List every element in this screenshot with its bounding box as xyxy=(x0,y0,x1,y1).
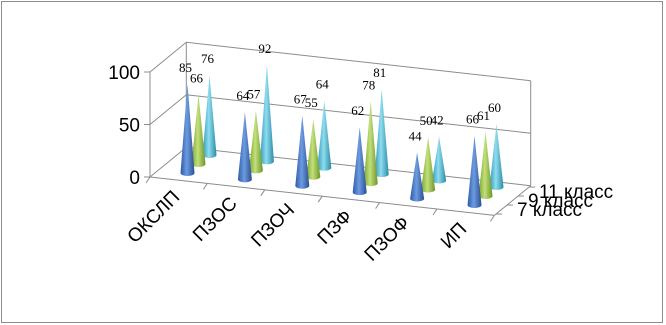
cone-body xyxy=(467,135,482,208)
y-tick-label: 0 xyxy=(129,168,140,189)
cone-body xyxy=(489,124,504,190)
cone-body xyxy=(410,152,425,202)
y-tick-label: 50 xyxy=(119,116,140,137)
cone-marks xyxy=(180,64,504,208)
data-label: 61 xyxy=(477,108,490,123)
category-tick xyxy=(432,208,438,216)
category-tick xyxy=(260,189,266,197)
cone-body xyxy=(421,137,436,193)
cone-body xyxy=(259,64,274,165)
cone-body xyxy=(374,89,389,178)
cone-body xyxy=(295,115,310,189)
cone-9-класс-2 xyxy=(248,110,263,174)
cone-11-класс-3 xyxy=(317,100,332,171)
series-label: 9 класс xyxy=(528,191,593,212)
cone-9-класс-3 xyxy=(306,119,321,180)
cone-11-класс-4 xyxy=(374,89,389,178)
series-label: 11 класс xyxy=(539,182,613,203)
cone-7-класс-2 xyxy=(237,112,252,183)
cone-body xyxy=(478,131,493,199)
data-label: 50 xyxy=(420,113,433,128)
category-label: ПЗОС xyxy=(189,193,242,246)
data-label: 55 xyxy=(305,95,318,110)
data-label: 81 xyxy=(373,65,386,80)
category-tick xyxy=(145,176,151,184)
cone-body xyxy=(306,119,321,180)
series-label: 7 класс xyxy=(517,200,582,221)
data-label: 44 xyxy=(409,128,423,143)
cone-9-класс-5 xyxy=(421,137,436,193)
cone-7-класс-5 xyxy=(410,152,425,202)
cone-11-класс-5 xyxy=(432,136,447,184)
data-label: 60 xyxy=(488,100,501,115)
category-tick xyxy=(375,202,381,209)
cone-7-класс-6 xyxy=(467,135,482,208)
cone-body xyxy=(248,110,263,174)
data-label: 76 xyxy=(201,51,215,66)
cone-body xyxy=(237,112,252,183)
cone-11-класс-1 xyxy=(202,75,217,158)
data-label: 64 xyxy=(316,77,330,92)
data-labels: 76 92 64 81 42 60 66 57 55 78 50 61 85 64 67 62 44 66 xyxy=(179,41,501,144)
cone-9-класс-6 xyxy=(478,131,493,199)
y-axis-ticks: 0 50 100 xyxy=(108,63,150,189)
data-label: 42 xyxy=(431,113,444,128)
cone-7-класс-1 xyxy=(180,83,195,176)
category-tick xyxy=(317,195,323,203)
category-tick xyxy=(489,215,495,222)
cone-7-класс-3 xyxy=(295,115,310,189)
cone-body xyxy=(317,100,332,171)
category-label: ПЗОЧ xyxy=(247,200,299,252)
cone-body xyxy=(191,94,206,167)
data-label: 67 xyxy=(294,91,308,106)
data-label: 64 xyxy=(236,88,250,103)
cone-11-класс-2 xyxy=(259,64,274,165)
category-label: ПЗОФ xyxy=(361,212,414,265)
data-label: 57 xyxy=(247,87,261,102)
data-label: 85 xyxy=(179,60,192,75)
cone-body xyxy=(202,75,217,158)
category-label: ОКСЛП xyxy=(124,187,185,248)
cone-11-класс-6 xyxy=(489,124,504,190)
cone-body xyxy=(352,127,367,196)
y-tick-label: 100 xyxy=(108,63,140,84)
category-label: ПЗФ xyxy=(314,206,357,249)
cone-body xyxy=(180,83,195,176)
cone-body xyxy=(432,136,447,184)
data-label: 62 xyxy=(351,103,364,118)
category-tick xyxy=(202,183,208,190)
category-label: ИП xyxy=(437,219,471,253)
cone-9-класс-4 xyxy=(363,101,378,187)
cone-7-класс-4 xyxy=(352,127,367,196)
data-label: 92 xyxy=(258,41,271,56)
cone-body xyxy=(363,101,378,187)
data-label: 66 xyxy=(466,112,480,127)
cone-9-класс-1 xyxy=(191,94,206,167)
data-label: 78 xyxy=(362,77,375,92)
data-label: 66 xyxy=(190,71,204,86)
series-axis-line xyxy=(494,185,532,216)
